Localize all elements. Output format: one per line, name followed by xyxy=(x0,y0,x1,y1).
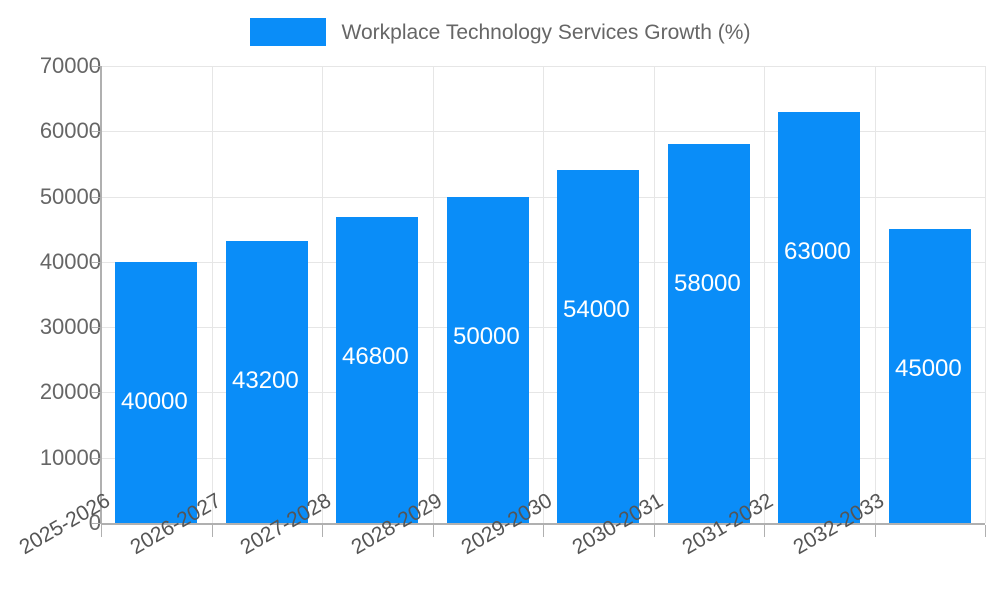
y-axis-ticks: 0 10000 20000 30000 40000 50000 60000 70000 xyxy=(0,0,101,600)
gridline-vertical xyxy=(875,66,876,523)
y-axis-tick-label: 60000 xyxy=(39,118,101,144)
x-axis-tick-mark xyxy=(433,525,434,537)
bar[interactable] xyxy=(668,144,750,523)
bar-value-label: 58000 xyxy=(674,270,741,298)
bar[interactable] xyxy=(336,217,418,523)
y-axis-line xyxy=(100,66,102,524)
y-axis-tick-mark xyxy=(92,327,101,329)
y-axis-tick-mark xyxy=(92,131,101,133)
bar[interactable] xyxy=(778,111,860,523)
gridline-vertical xyxy=(985,66,986,523)
gridline-vertical xyxy=(433,66,434,523)
bar[interactable] xyxy=(889,229,971,523)
bar[interactable] xyxy=(557,170,639,523)
bar-value-label: 43200 xyxy=(232,366,299,394)
y-axis-tick-label: 20000 xyxy=(39,379,101,405)
bar-value-label: 46800 xyxy=(342,343,409,371)
y-axis-tick-label: 70000 xyxy=(39,53,101,78)
y-axis-tick-mark xyxy=(92,392,101,394)
bar-value-label: 54000 xyxy=(563,296,630,324)
bar-value-label: 50000 xyxy=(453,322,520,350)
y-axis-tick-label: 10000 xyxy=(39,444,101,470)
bar[interactable] xyxy=(226,240,308,523)
x-axis-tick-mark xyxy=(875,525,876,537)
y-axis-tick-mark xyxy=(92,66,101,67)
gridline-vertical xyxy=(543,66,544,523)
gridline-vertical xyxy=(322,66,323,523)
y-axis-tick-label: 0 xyxy=(88,510,101,535)
bar[interactable] xyxy=(447,196,529,523)
legend-color-swatch xyxy=(249,18,326,46)
gridline-vertical xyxy=(212,66,213,523)
x-axis-tick-mark xyxy=(543,525,544,537)
y-axis-tick-mark xyxy=(92,457,101,459)
x-axis-tick-mark xyxy=(654,525,655,537)
x-axis-tick-mark xyxy=(212,525,213,537)
y-axis-tick-mark xyxy=(92,261,101,263)
x-axis-tick-mark xyxy=(985,525,986,537)
y-axis-tick-label: 30000 xyxy=(39,314,101,340)
y-axis-tick-mark xyxy=(92,523,101,524)
x-axis-tick-mark xyxy=(764,525,765,537)
bar-value-label: 63000 xyxy=(784,237,851,265)
bar-value-label: 45000 xyxy=(895,355,962,383)
y-axis-tick-mark xyxy=(92,196,101,198)
y-axis-tick-label: 40000 xyxy=(39,248,101,274)
y-axis-tick-label: 50000 xyxy=(39,183,101,209)
legend-label: Workplace Technology Services Growth (%) xyxy=(341,20,751,44)
x-axis-tick-mark xyxy=(101,525,102,537)
x-axis-tick-mark xyxy=(322,525,323,537)
x-axis-line xyxy=(101,523,985,525)
chart-legend: Workplace Technology Services Growth (%) xyxy=(0,14,1000,50)
gridline-vertical xyxy=(654,66,655,523)
plot-area: 40000 43200 46800 50000 54000 58000 63000 45000 xyxy=(101,66,986,524)
bar-value-label: 40000 xyxy=(121,387,188,415)
gridline-vertical xyxy=(764,66,765,523)
bar[interactable] xyxy=(115,261,197,523)
